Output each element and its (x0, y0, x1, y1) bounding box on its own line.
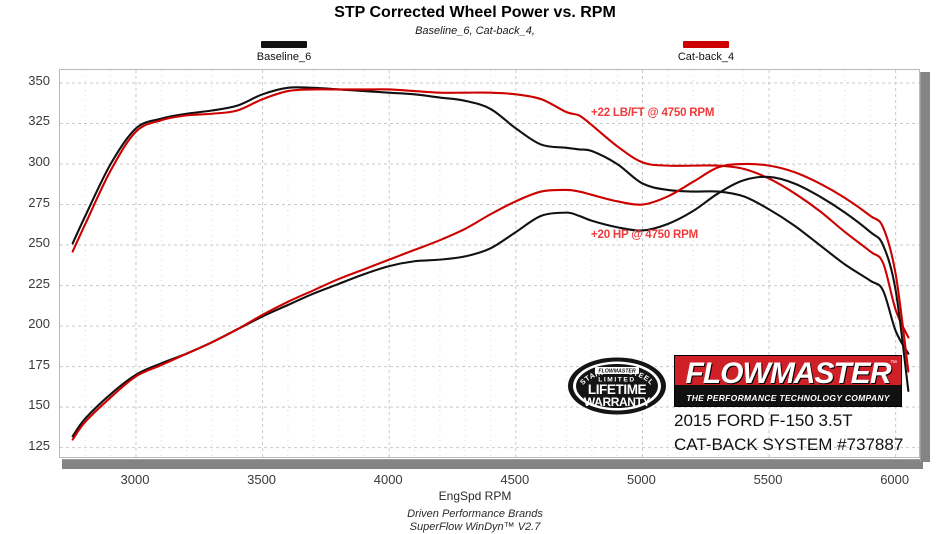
curve-torque-catback (71, 88, 910, 339)
logo-red-band (675, 356, 901, 385)
y-axis-tick: 325 (28, 113, 50, 129)
y-axis-tick: 150 (28, 397, 50, 413)
curve-torque-baseline (71, 86, 910, 355)
y-axis-tick: 225 (28, 275, 50, 291)
plot-curves (71, 86, 910, 441)
vehicle-line: 2015 FORD F-150 3.5T (674, 411, 853, 430)
annotation-torque-gain: +22 LB/FT @ 4750 RPM (591, 107, 715, 119)
part-number-line: CAT-BACK SYSTEM #737887 (674, 435, 904, 454)
plot-area[interactable] (59, 69, 920, 458)
x-axis-tick: 3000 (120, 472, 150, 487)
y-axis-tick: 250 (28, 235, 50, 251)
svg-text:WARRANTY: WARRANTY (584, 395, 651, 409)
legend-swatch-catback (683, 41, 729, 48)
curve-power-catback (71, 162, 910, 441)
x-axis-tick: 4000 (373, 472, 403, 487)
x-axis-tick: 3500 (247, 472, 277, 487)
y-axis-tick: 200 (28, 316, 50, 332)
x-axis-label: EngSpd RPM (438, 489, 512, 503)
legend-label-catback: Cat-back_4 (677, 51, 735, 63)
legend-item-catback[interactable]: Cat-back_4 (644, 41, 768, 63)
horizontal-scrollbar[interactable] (62, 459, 923, 469)
vertical-scrollbar[interactable] (920, 72, 930, 462)
chart-subtitle: Baseline_6, Cat-back_4, (415, 25, 535, 37)
footer-software: SuperFlow WinDyn™ V2.7 (409, 521, 541, 533)
x-axis-tick: 5500 (753, 472, 783, 487)
logo-tagline: THE PERFORMANCE TECHNOLOGY COMPANY (686, 393, 890, 403)
page-title: STP Corrected Wheel Power vs. RPM (334, 4, 616, 21)
footer-company: Driven Performance Brands (407, 508, 543, 520)
y-axis-tick: 125 (28, 437, 50, 453)
y-axis-tick: 275 (28, 194, 50, 210)
branding-block: STAINLESS STEEL FLOWMASTER LIMITED LIFET… (567, 355, 903, 455)
lifetime-warranty-badge-icon: STAINLESS STEEL FLOWMASTER LIMITED LIFET… (568, 357, 666, 415)
legend-label-baseline: Baseline_6 (256, 51, 312, 63)
y-axis-tick: 300 (28, 154, 50, 169)
x-axis-tick: 6000 (880, 472, 910, 487)
flowmaster-logo: FLOWMASTER ™ THE PERFORMANCE TECHNOLOGY … (674, 355, 902, 407)
legend-swatch-baseline (261, 41, 307, 48)
svg-text:LIFETIME: LIFETIME (588, 382, 647, 397)
x-axis-tick: 5000 (626, 472, 656, 487)
annotation-power-gain: +20 HP @ 4750 RPM (591, 229, 699, 241)
svg-text:LIMITED: LIMITED (598, 377, 636, 384)
svg-text:FLOWMASTER: FLOWMASTER (598, 369, 635, 375)
legend-item-baseline[interactable]: Baseline_6 (222, 41, 346, 63)
x-axis-tick: 4500 (500, 472, 530, 487)
logo-wordmark: FLOWMASTER (685, 357, 892, 390)
y-axis-tick: 175 (28, 356, 50, 372)
logo-trademark-icon: ™ (890, 360, 897, 367)
y-axis-tick: 350 (28, 72, 50, 88)
